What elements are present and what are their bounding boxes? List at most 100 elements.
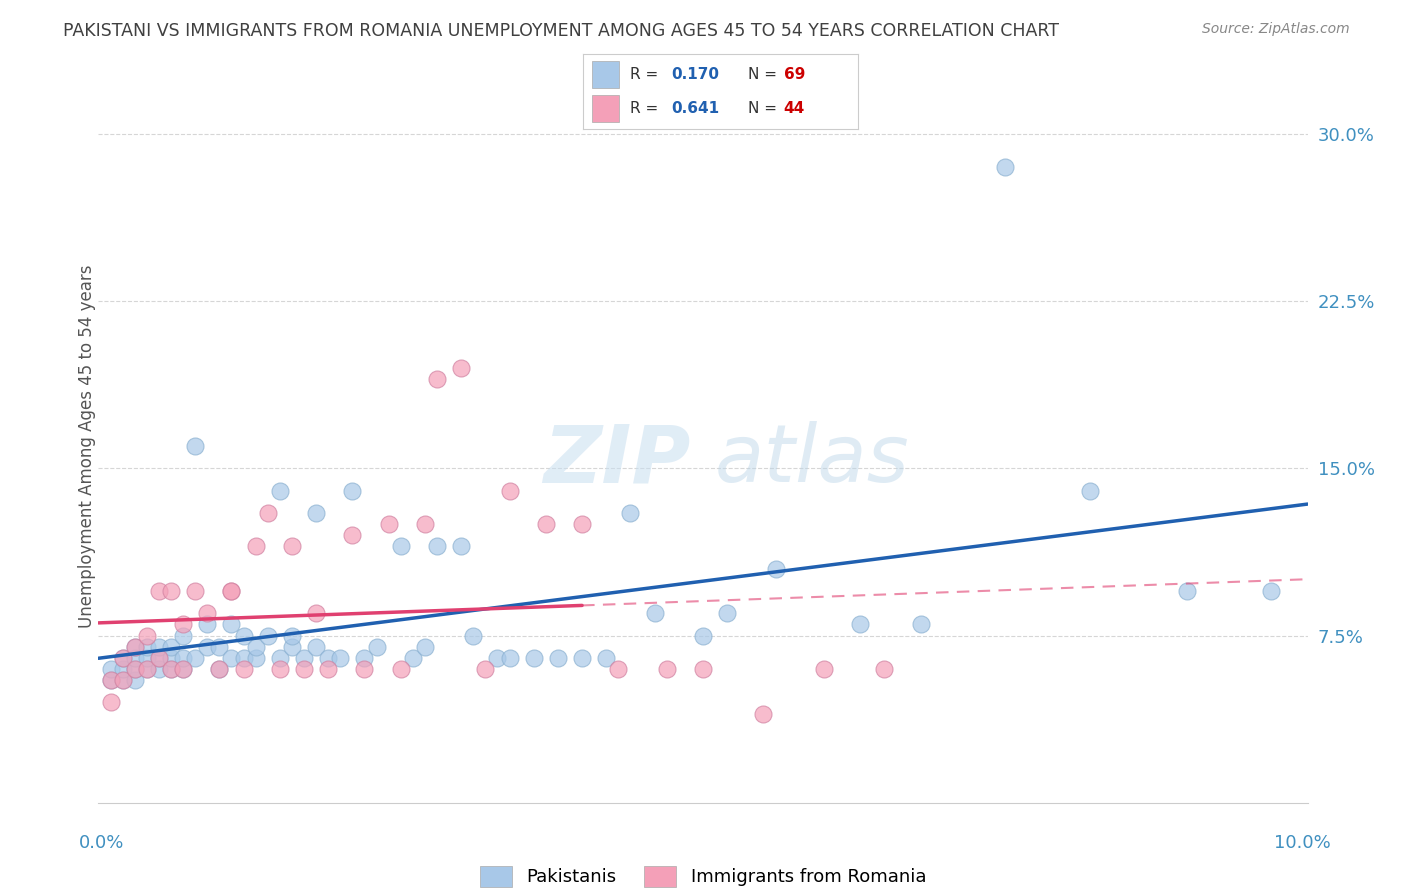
Point	[571, 651, 593, 665]
Point	[124, 640, 146, 654]
Point	[135, 662, 157, 676]
Point	[160, 662, 183, 676]
Text: N =: N =	[748, 101, 782, 116]
Point	[232, 628, 254, 642]
Point	[716, 607, 738, 621]
Point	[208, 662, 231, 676]
Point	[160, 583, 183, 598]
Point	[208, 662, 231, 676]
Point	[765, 562, 787, 576]
Point	[148, 640, 170, 654]
Point	[498, 483, 520, 498]
Point	[329, 651, 352, 665]
Text: atlas: atlas	[716, 421, 910, 500]
Text: 0.170: 0.170	[671, 67, 720, 82]
Point	[281, 628, 304, 642]
Point	[100, 662, 122, 676]
Point	[232, 662, 254, 676]
Point	[813, 662, 835, 676]
Text: 0.641: 0.641	[671, 101, 720, 116]
Point	[389, 662, 412, 676]
Point	[413, 640, 436, 654]
Point	[232, 651, 254, 665]
Point	[366, 640, 388, 654]
Point	[148, 583, 170, 598]
Point	[100, 696, 122, 710]
Point	[172, 628, 194, 642]
Point	[873, 662, 896, 676]
Point	[135, 640, 157, 654]
Point	[619, 506, 641, 520]
Text: ZIP: ZIP	[544, 421, 690, 500]
Point	[135, 651, 157, 665]
Text: N =: N =	[748, 67, 782, 82]
Point	[426, 372, 449, 386]
Text: 69: 69	[783, 67, 806, 82]
Point	[148, 662, 170, 676]
Text: PAKISTANI VS IMMIGRANTS FROM ROMANIA UNEMPLOYMENT AMONG AGES 45 TO 54 YEARS CORR: PAKISTANI VS IMMIGRANTS FROM ROMANIA UNE…	[63, 22, 1059, 40]
Point	[160, 662, 183, 676]
Point	[1078, 483, 1101, 498]
Point	[474, 662, 496, 676]
Point	[1175, 583, 1198, 598]
Point	[184, 439, 207, 453]
Text: 0.0%: 0.0%	[79, 834, 124, 852]
Point	[172, 617, 194, 632]
Point	[135, 662, 157, 676]
Point	[281, 640, 304, 654]
Point	[195, 640, 218, 654]
Point	[100, 673, 122, 687]
Point	[221, 651, 243, 665]
Point	[100, 673, 122, 687]
Point	[389, 539, 412, 553]
Point	[124, 673, 146, 687]
Point	[245, 651, 267, 665]
Point	[910, 617, 932, 632]
Point	[245, 539, 267, 553]
Point	[486, 651, 509, 665]
Text: Source: ZipAtlas.com: Source: ZipAtlas.com	[1202, 22, 1350, 37]
Point	[124, 662, 146, 676]
Point	[692, 662, 714, 676]
Point	[595, 651, 617, 665]
Point	[111, 662, 134, 676]
Point	[135, 628, 157, 642]
Point	[221, 583, 243, 598]
Point	[353, 651, 375, 665]
Point	[305, 506, 328, 520]
Point	[342, 528, 364, 542]
Point	[463, 628, 485, 642]
Point	[692, 628, 714, 642]
Point	[221, 583, 243, 598]
Text: R =: R =	[630, 67, 664, 82]
Point	[281, 539, 304, 553]
Point	[426, 539, 449, 553]
Point	[124, 651, 146, 665]
Point	[111, 673, 134, 687]
Point	[450, 360, 472, 375]
Point	[111, 673, 134, 687]
Text: 10.0%: 10.0%	[1274, 834, 1330, 852]
Point	[172, 662, 194, 676]
Point	[195, 617, 218, 632]
Point	[160, 651, 183, 665]
Point	[269, 483, 291, 498]
Point	[111, 651, 134, 665]
Point	[377, 517, 399, 532]
Point	[256, 628, 278, 642]
Point	[607, 662, 630, 676]
Point	[305, 640, 328, 654]
Point	[124, 662, 146, 676]
Point	[292, 662, 315, 676]
Point	[655, 662, 678, 676]
Point	[245, 640, 267, 654]
Point	[292, 651, 315, 665]
Point	[534, 517, 557, 532]
Point	[752, 706, 775, 721]
Point	[269, 662, 291, 676]
Point	[172, 662, 194, 676]
Point	[498, 651, 520, 665]
Point	[450, 539, 472, 553]
Point	[644, 607, 666, 621]
Point	[413, 517, 436, 532]
